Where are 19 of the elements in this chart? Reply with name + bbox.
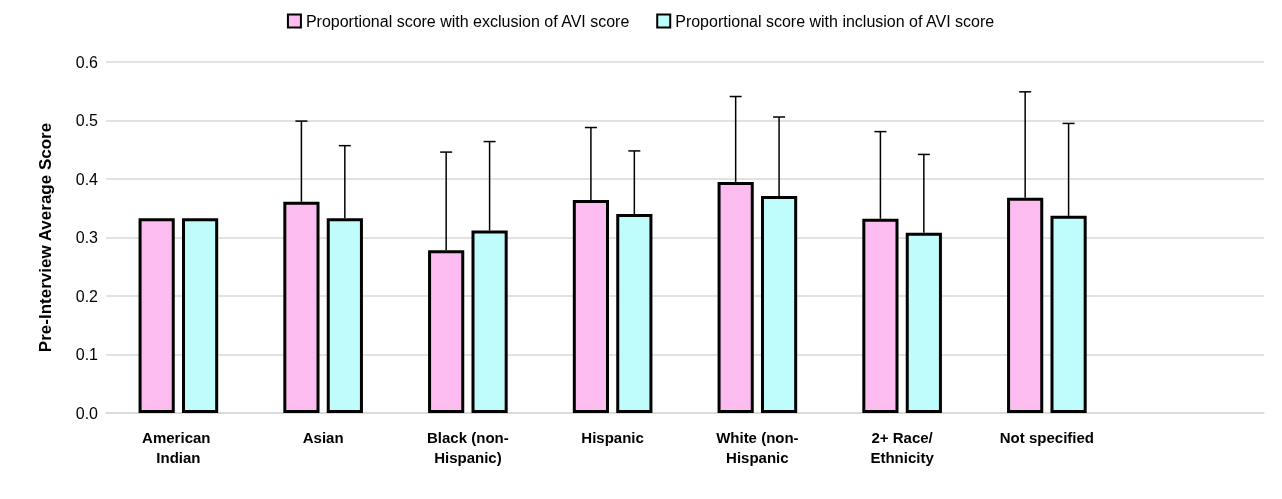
y-tick-label: 0.4 <box>75 170 99 188</box>
bar <box>181 218 219 413</box>
y-tick-label: 0.5 <box>75 112 99 129</box>
y-tick-label: 0.6 <box>75 53 99 71</box>
y-axis-title: Pre-Interview Average Score <box>36 122 55 353</box>
x-tick-label: American Indian <box>142 428 215 466</box>
x-tick-label: 2+ Race/Ethnicity <box>870 428 935 466</box>
x-tick-label: Hispanic <box>581 428 644 446</box>
x-tick-label: White (non-Hispanic <box>716 428 799 466</box>
x-tick-label: Asian <box>302 428 344 446</box>
y-tick-label: 0.3 <box>75 229 99 246</box>
y-tick-label: 0.0 <box>75 404 99 422</box>
y-tick-label: 0.1 <box>75 346 99 363</box>
x-tick-label: Black (non-Hispanic) <box>427 428 509 466</box>
legend-label: Proportional score with inclusion of AVI score <box>675 12 995 30</box>
x-tick-label: Not specified <box>999 428 1094 446</box>
bar <box>138 218 175 413</box>
legend-label: Proportional score with exclusion of AVI score <box>305 12 630 30</box>
y-tick-label: 0.2 <box>75 287 99 305</box>
